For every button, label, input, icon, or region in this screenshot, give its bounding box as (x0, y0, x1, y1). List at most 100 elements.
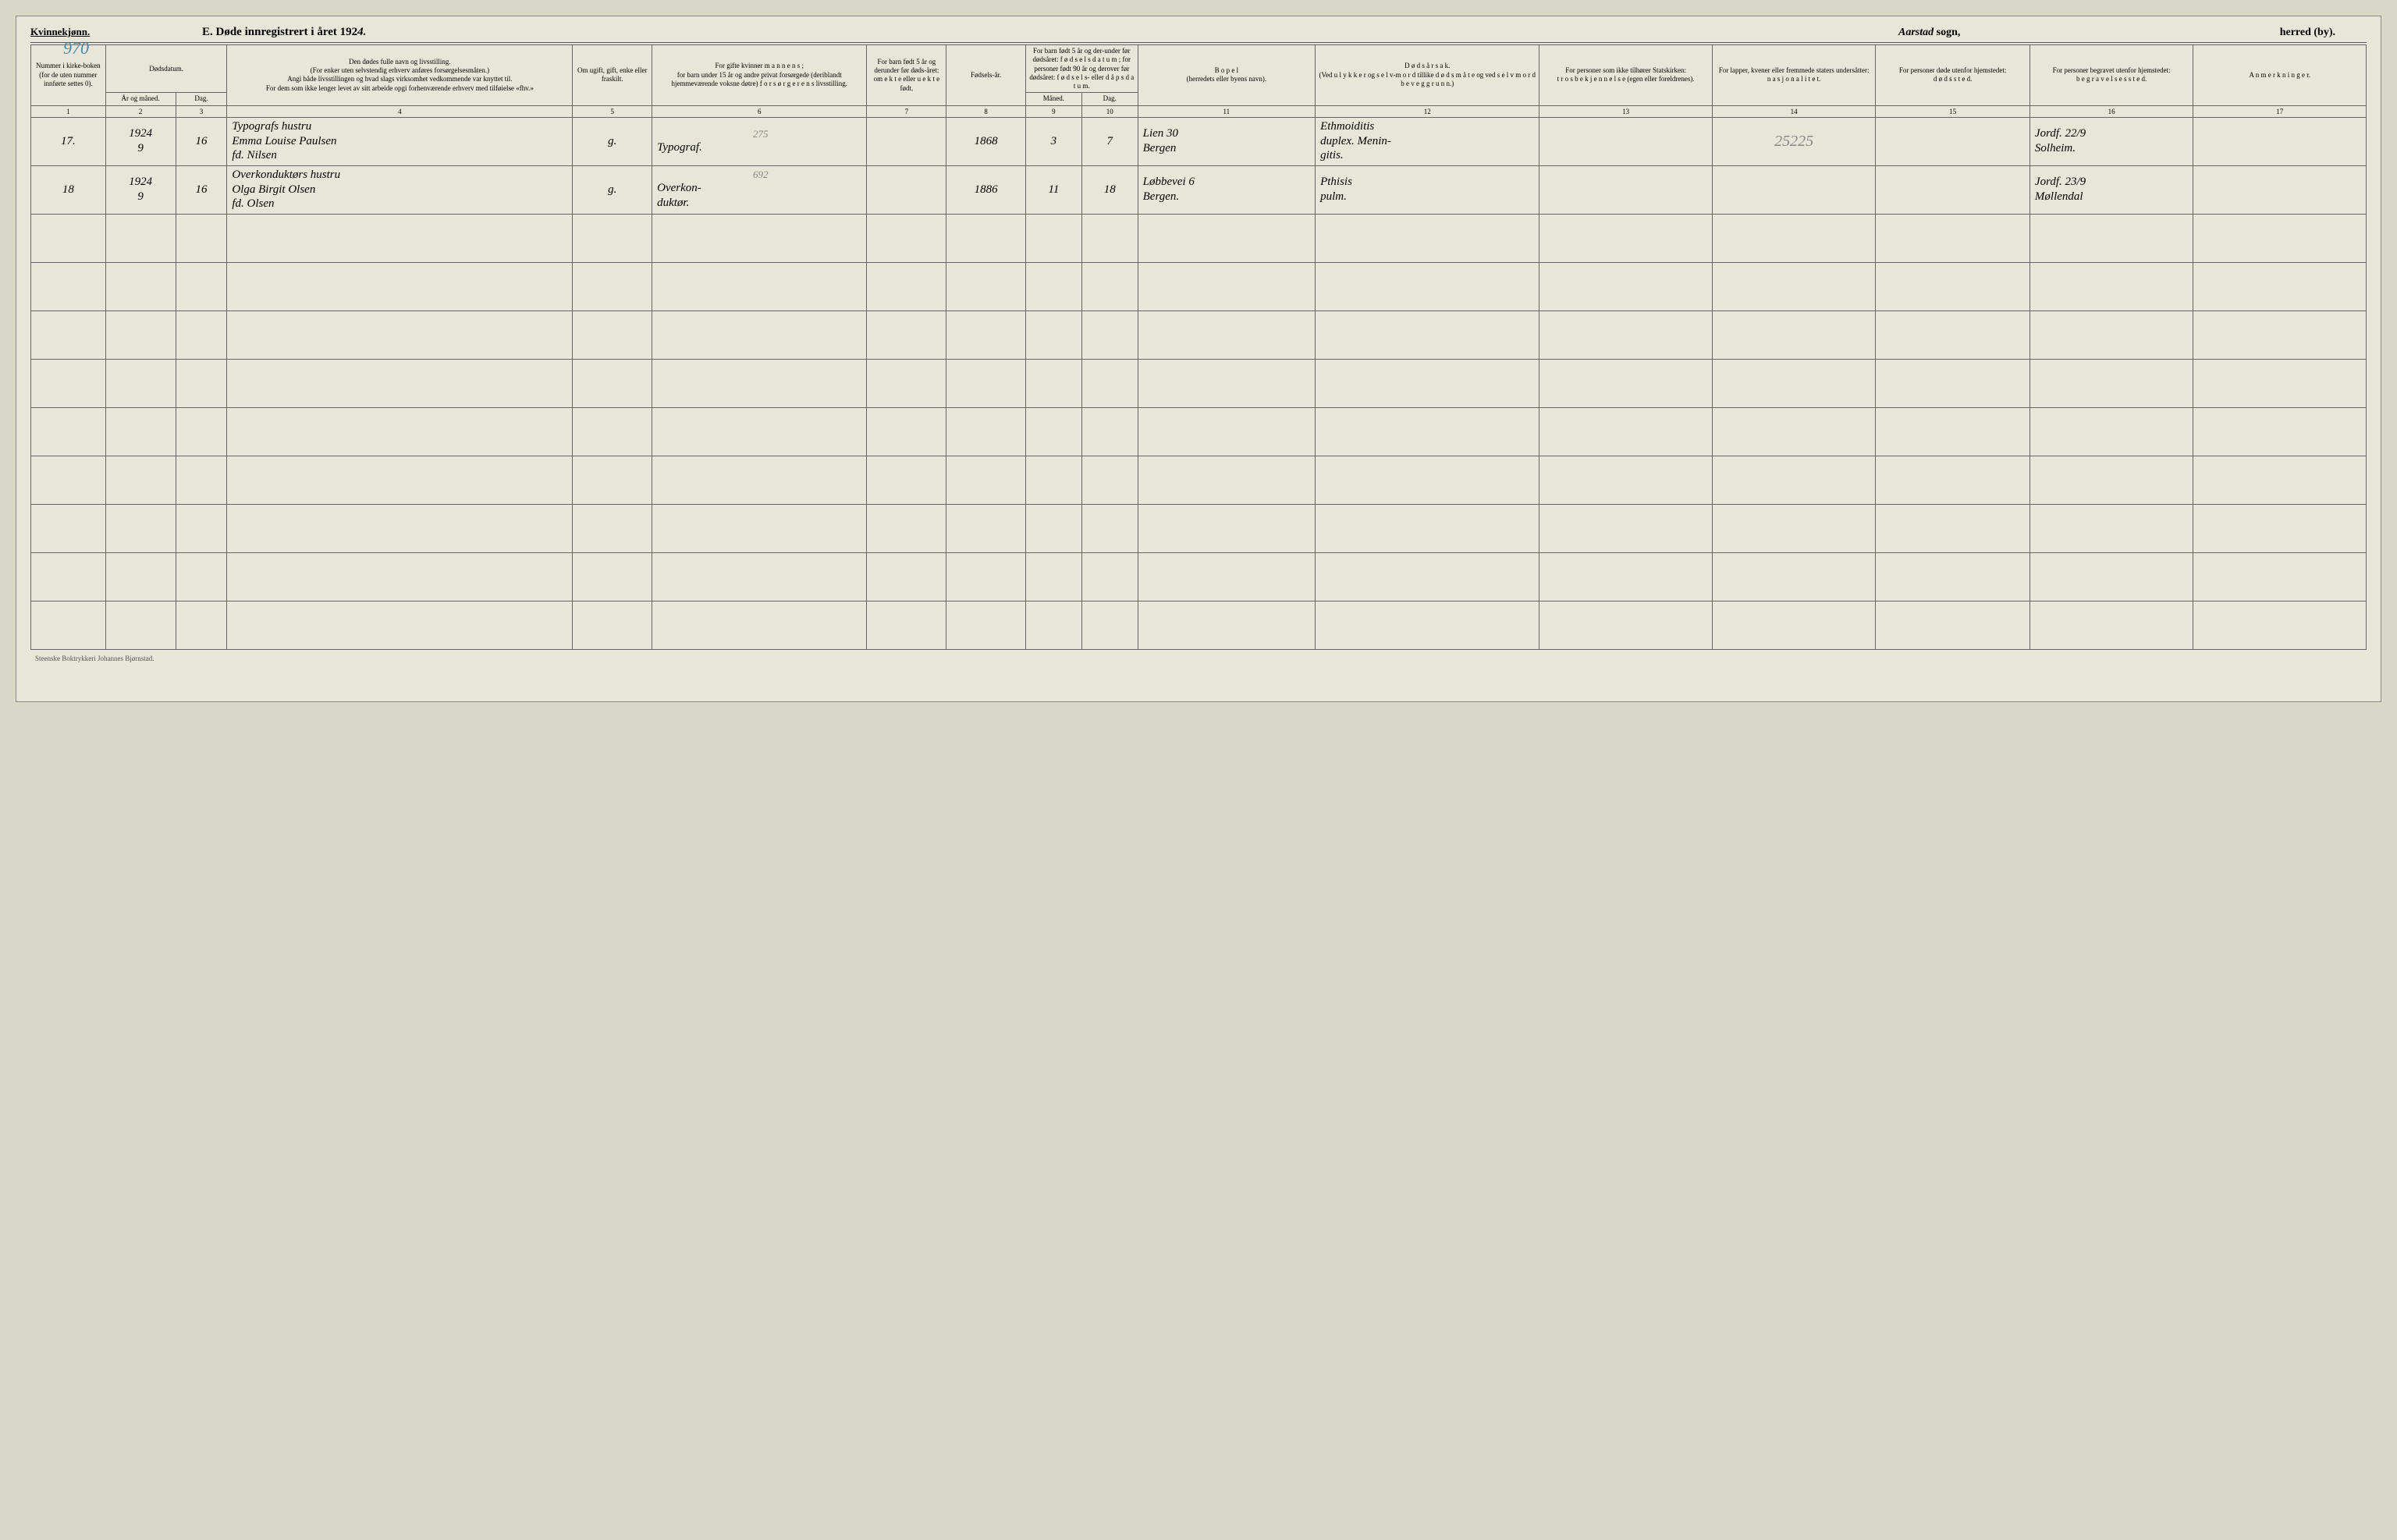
col-header-deathplace: For personer døde utenfor hjemstedet: d … (1876, 45, 2030, 106)
cell-burial: Jordf. 23/9 Møllendal (2029, 165, 2193, 214)
col-num: 11 (1138, 105, 1315, 117)
col-header-deathdate: Dødsdatum. (105, 45, 227, 93)
cell-nationality: 25225 (1712, 117, 1876, 165)
cell (1025, 214, 1081, 262)
cell-spouse-occ: 275Typograf. (652, 117, 867, 165)
cell (1876, 601, 2030, 649)
cell (31, 310, 106, 359)
cell-residence: Løbbevei 6 Bergen. (1138, 165, 1315, 214)
col-num: 5 (573, 105, 652, 117)
cell-faith (1539, 165, 1712, 214)
cell (227, 504, 573, 552)
cell (1316, 552, 1539, 601)
col-num: 14 (1712, 105, 1876, 117)
cell (227, 359, 573, 407)
col-num: 17 (2193, 105, 2367, 117)
cell (1081, 407, 1138, 456)
col-num: 4 (227, 105, 573, 117)
col-header-bmonth: Måned. (1025, 93, 1081, 105)
cell (867, 456, 946, 504)
sogn-field: Aarstad sogn, (1898, 27, 2195, 39)
cell (31, 262, 106, 310)
cell (1316, 214, 1539, 262)
cell (867, 552, 946, 601)
cell (2193, 359, 2367, 407)
cell (1138, 456, 1315, 504)
cell-name: Typografs hustru Emma Louise Paulsen fd.… (227, 117, 573, 165)
page-header: Kvinnekjønn. E. Døde innregistrert i åre… (30, 26, 2367, 43)
cell (573, 552, 652, 601)
cell (867, 407, 946, 456)
cell (2193, 214, 2367, 262)
cell (105, 504, 176, 552)
cell (1712, 456, 1876, 504)
cell (1025, 601, 1081, 649)
col-header-yearmonth: År og måned. (105, 93, 176, 105)
cell (1876, 310, 2030, 359)
cell-marital: g. (573, 165, 652, 214)
col-header-day: Dag. (176, 93, 227, 105)
cell (1712, 310, 1876, 359)
cell (1539, 262, 1712, 310)
cell (1081, 456, 1138, 504)
cell (1712, 504, 1876, 552)
cell (652, 214, 867, 262)
cell (573, 456, 652, 504)
table-row (31, 310, 2367, 359)
cell (227, 407, 573, 456)
cell-nationality (1712, 165, 1876, 214)
cell (2193, 601, 2367, 649)
table-row (31, 359, 2367, 407)
col-num: 2 (105, 105, 176, 117)
cell (1712, 407, 1876, 456)
cell (1316, 359, 1539, 407)
cell (867, 262, 946, 310)
cell-name: Overkonduktørs hustru Olga Birgit Olsen … (227, 165, 573, 214)
spouse-occ-text: Overkon- duktør. (657, 181, 864, 211)
col-num: 7 (867, 105, 946, 117)
cell-num: 17. (31, 117, 106, 165)
cell (1539, 504, 1712, 552)
cell (946, 552, 1026, 601)
page-number: 970 (63, 38, 89, 59)
cell (1712, 601, 1876, 649)
cell (2029, 456, 2193, 504)
cell-birthyear: 1886 (946, 165, 1026, 214)
cell (2193, 456, 2367, 504)
cell (1539, 310, 1712, 359)
cell-ekte (867, 165, 946, 214)
cell (1025, 456, 1081, 504)
cell (867, 601, 946, 649)
col-header-faith: For personer som ikke tilhører Statskirk… (1539, 45, 1712, 106)
cell (1316, 310, 1539, 359)
cell (1025, 310, 1081, 359)
herred-field: herred (by). (2195, 27, 2367, 39)
pencil-code: 275 (657, 128, 864, 140)
cell (652, 359, 867, 407)
col-num: 6 (652, 105, 867, 117)
col-num: 8 (946, 105, 1026, 117)
cell (1876, 504, 2030, 552)
cell (1081, 552, 1138, 601)
cell (652, 310, 867, 359)
cell (2193, 407, 2367, 456)
cell (1138, 310, 1315, 359)
col-header-ekte: For barn født 5 år og derunder før døds-… (867, 45, 946, 106)
cell (176, 214, 227, 262)
cell (946, 456, 1026, 504)
col-header-residence: B o p e l (herredets eller byens navn). (1138, 45, 1315, 106)
cell-birthyear: 1868 (946, 117, 1026, 165)
cell (1876, 552, 2030, 601)
cell (1138, 214, 1315, 262)
cell-day: 16 (176, 117, 227, 165)
cell (31, 359, 106, 407)
cell (1138, 407, 1315, 456)
spouse-occ-text: Typograf. (657, 140, 864, 155)
cell-faith (1539, 117, 1712, 165)
col-header-cause: D ø d s å r s a k. (Ved u l y k k e r og… (1316, 45, 1539, 106)
printer-footer: Steenske Boktrykkeri Johannes Bjørnstad. (30, 655, 2367, 662)
cell (652, 504, 867, 552)
cell (176, 407, 227, 456)
table-row (31, 552, 2367, 601)
cell (176, 359, 227, 407)
